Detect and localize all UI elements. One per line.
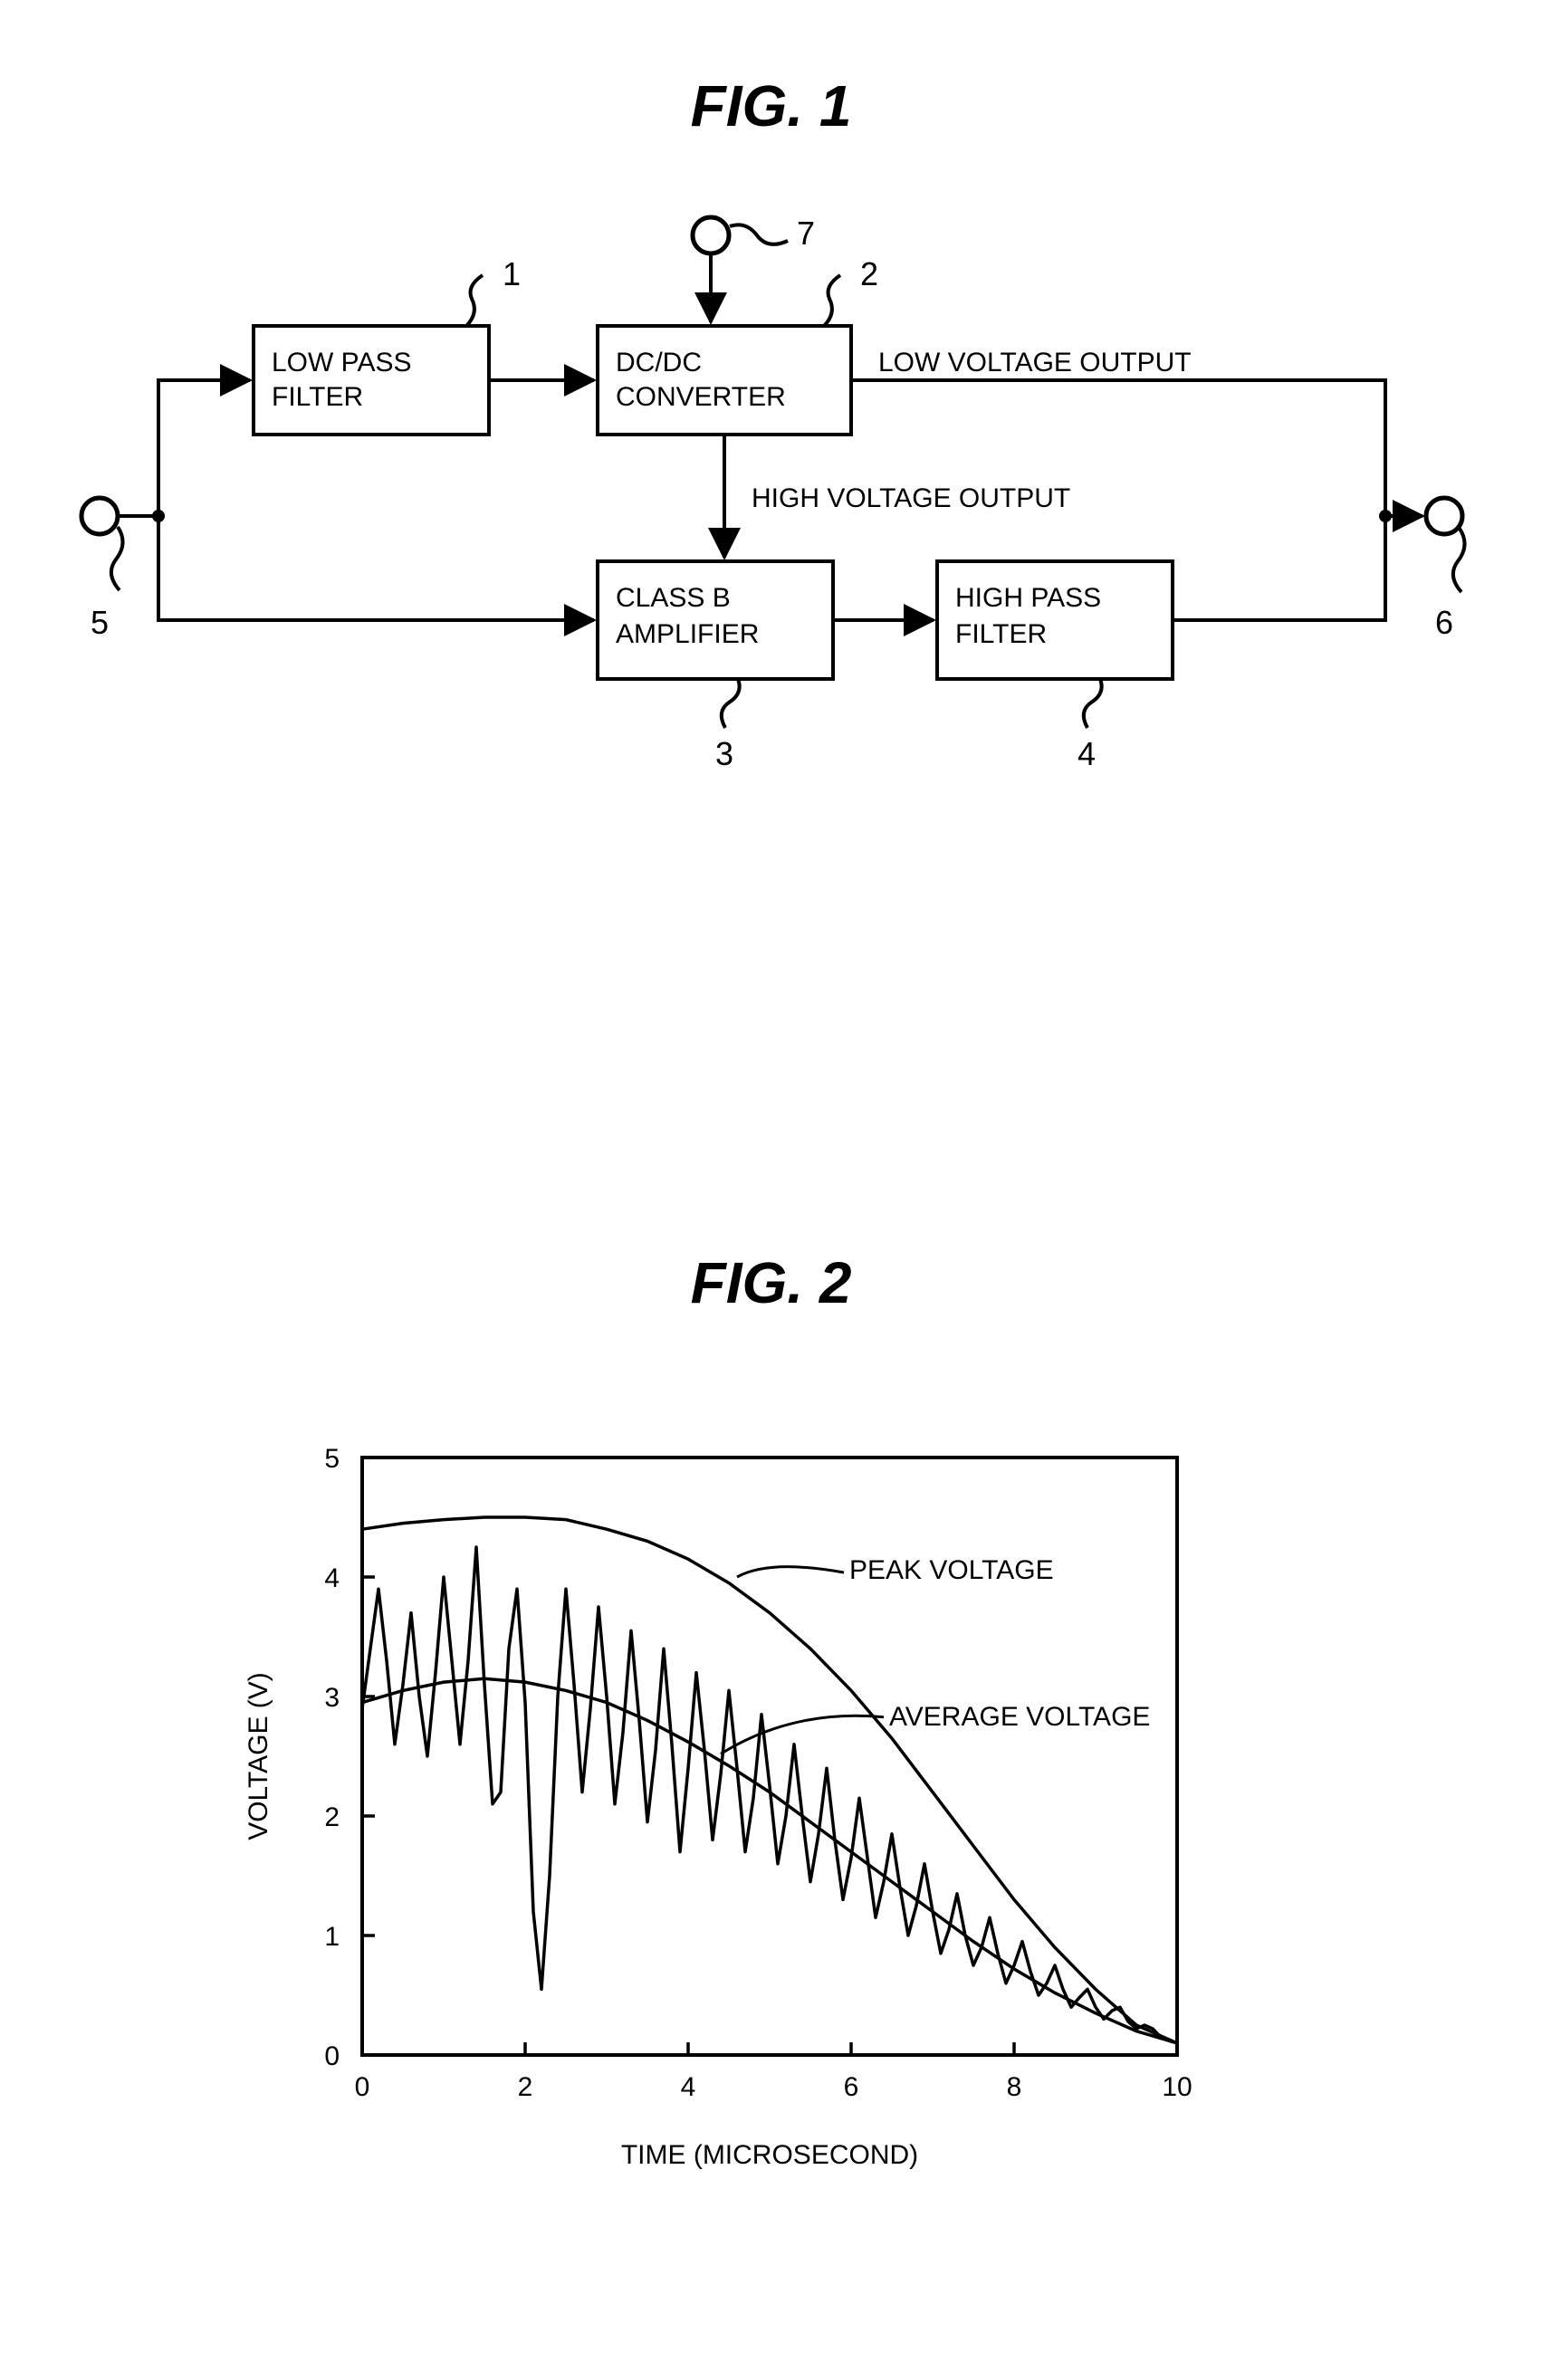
terminal-in-squiggle bbox=[111, 527, 123, 590]
fig2-chart: 0 2 4 6 8 10 0 1 2 3 4 5 TIME (MICROSECOND) VOLTAGE (… bbox=[0, 1385, 1542, 2290]
block-classb-ref: 3 bbox=[715, 735, 733, 772]
block-classb-label-l1: CLASS B bbox=[616, 583, 731, 613]
page: FIG. 1 5 6 7 LOW PASS FILTER 1 DC/D bbox=[0, 0, 1542, 2380]
wire-in-to-classb bbox=[158, 516, 594, 620]
label-peak: PEAK VOLTAGE bbox=[849, 1555, 1054, 1585]
ytick-label: 1 bbox=[324, 1922, 340, 1952]
xtick-label: 6 bbox=[844, 2072, 859, 2102]
block-lpf-ref-squiggle bbox=[466, 275, 483, 326]
ytick-label: 2 bbox=[324, 1802, 340, 1832]
xtick-label: 2 bbox=[518, 2072, 533, 2102]
fig1-diagram: 5 6 7 LOW PASS FILTER 1 DC/DC CONVERTER … bbox=[0, 199, 1542, 833]
block-lpf bbox=[254, 326, 489, 435]
xtick-label: 8 bbox=[1007, 2072, 1022, 2102]
terminal-top-squiggle bbox=[730, 225, 788, 244]
fig2-title: FIG. 2 bbox=[0, 1249, 1542, 1316]
ytick-label: 3 bbox=[324, 1683, 340, 1713]
xtick-label: 4 bbox=[681, 2072, 696, 2102]
terminal-top-ref: 7 bbox=[797, 215, 815, 252]
block-hpf-ref-squiggle bbox=[1084, 679, 1102, 728]
block-classb-ref-squiggle bbox=[722, 679, 740, 728]
block-hpf-label-l2: FILTER bbox=[955, 619, 1047, 649]
block-lpf-ref: 1 bbox=[503, 255, 521, 292]
label-average: AVERAGE VOLTAGE bbox=[889, 1702, 1150, 1732]
ylabel: VOLTAGE (V) bbox=[244, 1672, 273, 1840]
xtick-label: 10 bbox=[1162, 2072, 1192, 2102]
block-dcdc-label-l2: CONVERTER bbox=[616, 382, 786, 412]
label-lowvolt: LOW VOLTAGE OUTPUT bbox=[878, 348, 1192, 378]
terminal-out bbox=[1426, 498, 1462, 534]
block-dcdc bbox=[598, 326, 851, 435]
block-lpf-label-l2: FILTER bbox=[272, 382, 363, 412]
terminal-in bbox=[81, 498, 118, 534]
block-dcdc-label-l1: DC/DC bbox=[616, 348, 702, 378]
label-highvolt: HIGH VOLTAGE OUTPUT bbox=[752, 483, 1070, 513]
terminal-top bbox=[693, 217, 729, 253]
wire-in-to-lpf bbox=[158, 380, 250, 516]
block-classb-label-l2: AMPLIFIER bbox=[616, 619, 759, 649]
block-hpf-label-l1: HIGH PASS bbox=[955, 583, 1101, 613]
fig1-title: FIG. 1 bbox=[0, 72, 1542, 139]
ytick-label: 5 bbox=[324, 1444, 340, 1474]
wire-hpf-out bbox=[1173, 516, 1385, 620]
block-hpf-ref: 4 bbox=[1077, 735, 1096, 772]
ytick-label: 4 bbox=[324, 1563, 340, 1593]
xtick-label: 0 bbox=[355, 2072, 370, 2102]
terminal-out-squiggle bbox=[1453, 529, 1465, 592]
block-dcdc-ref-squiggle bbox=[824, 275, 840, 326]
block-lpf-label-l1: LOW PASS bbox=[272, 348, 411, 378]
xlabel: TIME (MICROSECOND) bbox=[621, 2140, 918, 2170]
block-dcdc-ref: 2 bbox=[860, 255, 878, 292]
terminal-out-ref: 6 bbox=[1435, 604, 1453, 641]
terminal-in-ref: 5 bbox=[91, 604, 109, 641]
ytick-label: 0 bbox=[324, 2041, 340, 2071]
